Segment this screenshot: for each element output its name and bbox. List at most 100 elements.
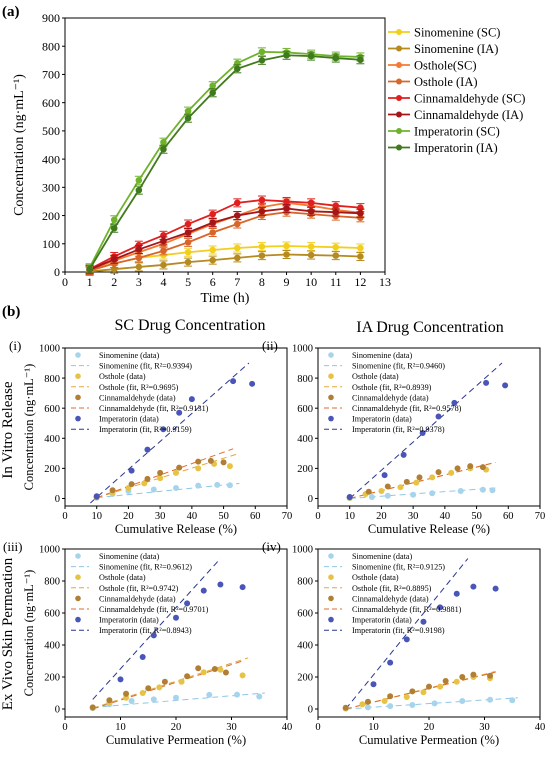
x-tick-label: 8 — [259, 275, 265, 289]
legend-label: Cinnamaldehyde (fit, R²=0.9578) — [352, 404, 462, 413]
x-tick-label: 40 — [535, 722, 546, 733]
legend-swatch-marker — [396, 29, 402, 35]
scatter-point — [89, 704, 96, 711]
legend-marker — [75, 553, 81, 559]
scatter-point — [139, 654, 146, 660]
legend-label: Osthole (IA) — [414, 75, 478, 89]
x-tick-label: 0 — [62, 722, 67, 733]
y-axis-label: Concentration (ng·mL⁻¹) — [22, 570, 36, 697]
scatter-point — [426, 683, 432, 690]
y-tick-label: 800 — [44, 374, 60, 385]
scatter-point — [156, 684, 163, 691]
scatter-point — [176, 464, 183, 471]
data-point — [332, 54, 340, 62]
y-tick-label: 1000 — [39, 344, 60, 355]
data-point — [357, 244, 364, 252]
scatter-point — [429, 474, 436, 481]
x-tick-label: 10 — [91, 511, 102, 522]
x-axis-label: Cumulative Permeation (%) — [359, 733, 499, 747]
scatter-point — [459, 674, 466, 680]
title-ia: IA Drug Concentration — [356, 319, 504, 336]
scatter-point — [403, 694, 410, 700]
x-tick-label: 30 — [226, 722, 237, 733]
panel-label-b: (b) — [2, 304, 20, 320]
legend-marker — [328, 574, 334, 580]
legend-label: Cinnamaldehyde (fit, R²=0.9131) — [99, 404, 209, 413]
scatter-point — [239, 672, 246, 679]
data-point — [160, 261, 167, 269]
y-tick-label: 400 — [44, 641, 60, 652]
panel-label: (i) — [9, 338, 21, 353]
y-tick-label: 600 — [42, 96, 60, 110]
legend-label: Cinnamaldehyde (IA) — [414, 108, 523, 122]
fit-line — [349, 362, 503, 499]
x-tick-label: 20 — [123, 511, 134, 522]
scatter-point — [346, 493, 353, 500]
data-point — [234, 220, 241, 228]
y-tick-label: 100 — [42, 237, 60, 251]
y-axis-label: Concentration (ng·mL⁻¹) — [12, 74, 27, 216]
legend-label: Sinomenine (data) — [352, 552, 413, 561]
legend-label: Sinomenine (fit, R²=0.9460) — [352, 362, 445, 371]
series-line — [88, 54, 361, 270]
legend-swatch-marker — [396, 95, 402, 101]
data-point — [258, 57, 266, 64]
scatter-point — [437, 683, 444, 690]
scatter-point — [139, 690, 146, 696]
data-point — [209, 89, 216, 97]
x-tick-label: 30 — [155, 511, 166, 522]
x-tick-label: 40 — [282, 722, 293, 733]
legend-marker — [75, 415, 81, 422]
x-tick-label: 0 — [315, 722, 320, 733]
scatter-point — [200, 669, 207, 676]
x-tick-label: 40 — [187, 511, 198, 522]
legend-swatch-marker — [396, 111, 402, 118]
data-point — [160, 247, 167, 255]
x-tick-label: 70 — [535, 511, 546, 522]
scatter-point — [256, 693, 263, 700]
scatter-point — [178, 678, 185, 685]
scatter-point — [217, 581, 224, 588]
scatter-point — [234, 691, 241, 698]
legend-label: Imperatorin (data) — [99, 415, 159, 424]
x-tick-label: 20 — [171, 722, 182, 733]
data-point — [110, 216, 118, 224]
y-tick-label: 0 — [55, 494, 60, 505]
scatter-point — [470, 671, 477, 678]
scatter-point — [420, 689, 427, 696]
plot-frame — [317, 347, 541, 507]
data-point — [234, 244, 241, 252]
chart-ii: 0 10 20 30 40 50 60 70 0 200 400 600 800 1000 Cumulati… — [262, 338, 545, 536]
data-point — [234, 212, 241, 219]
data-point — [209, 219, 216, 226]
scatter-point — [457, 487, 464, 494]
y-tick-label: 1000 — [39, 545, 60, 556]
scatter-point — [106, 697, 113, 704]
chart-a: 0 1 2 3 4 5 6 7 8 9 10 11 12 130100200300400500600700… — [12, 11, 525, 306]
y-tick-label: 1000 — [292, 344, 313, 355]
data-point — [283, 51, 290, 59]
y-tick-label: 600 — [297, 609, 313, 620]
legend-label: Imperatorin (data) — [352, 415, 412, 424]
legend-label: Osthole(SC) — [414, 59, 477, 73]
y-tick-label: 800 — [42, 39, 60, 53]
series-line — [89, 207, 361, 271]
y-tick-label: 0 — [55, 705, 60, 716]
y-tick-label: 800 — [297, 374, 313, 385]
data-point — [357, 253, 364, 260]
scatter-point — [173, 469, 179, 476]
scatter-point — [184, 673, 191, 680]
fit-line — [345, 558, 469, 710]
legend-label: Imperatorin (data) — [99, 616, 159, 625]
scatter-point — [173, 694, 179, 701]
legend-marker — [75, 616, 81, 623]
scatter-point — [453, 590, 460, 597]
legend-marker — [75, 352, 81, 358]
y-axis-label: Concentration (ng·mL⁻¹) — [22, 364, 36, 491]
legend-marker — [328, 394, 334, 401]
x-tick-label: 3 — [136, 275, 142, 289]
scatter-point — [381, 698, 388, 704]
data-point — [110, 224, 118, 232]
data-point — [258, 196, 266, 204]
